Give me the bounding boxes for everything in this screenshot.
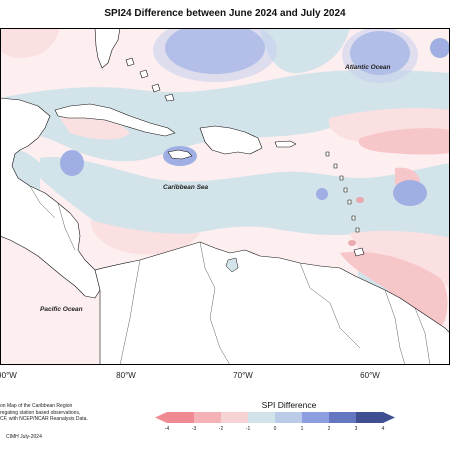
legend-tick-label: -1	[245, 426, 251, 432]
legend-tick-label: 1	[300, 426, 304, 432]
longitude-label-70w: 70°W	[233, 371, 253, 380]
atlantic-ocean-label: Atlantic Ocean	[345, 64, 391, 71]
legend-swatch	[248, 412, 276, 423]
legend-swatch	[302, 412, 330, 423]
legend-colorbar	[155, 412, 395, 423]
longitude-label-60w: 60°W	[360, 371, 380, 380]
legend-swatch	[194, 412, 222, 423]
legend-tick-label: -4	[164, 426, 170, 432]
map-caption: on Map of the Caribbean Region regating …	[0, 403, 88, 423]
caption-line: on Map of the Caribbean Region	[0, 403, 73, 409]
caption-line: regating station based observations,	[0, 409, 81, 416]
legend-tick-label: -2	[218, 426, 224, 432]
legend-tick-label: 2	[327, 426, 331, 432]
spi-difference-map	[0, 28, 450, 365]
longitude-label-80w: 80°W	[116, 371, 136, 380]
legend-tick-label: 3	[354, 426, 358, 432]
legend-title: SPI Difference	[261, 400, 317, 410]
legend-tick-label: 4	[381, 426, 385, 432]
legend-swatch	[329, 412, 357, 423]
legend-swatch	[275, 412, 303, 423]
legend-swatch	[356, 412, 384, 423]
legend-arrow-high	[383, 412, 395, 423]
longitude-label-90w: 90°W	[0, 371, 17, 380]
caption-line: CF, with NCEP/NCAR Reanalysis Data.	[0, 416, 88, 422]
legend-tick-label: -3	[191, 426, 197, 432]
legend-tick-label: 0	[273, 426, 277, 432]
legend-arrow-low	[155, 412, 167, 423]
caribbean-sea-label: Caribbean Sea	[163, 184, 209, 191]
pacific-ocean-label: Pacific Ocean	[40, 306, 83, 313]
legend-swatch	[167, 412, 195, 423]
legend-swatch	[221, 412, 249, 423]
footer-credit: CIMH July-2024	[6, 434, 42, 440]
map-title: SPI24 Difference between June 2024 and J…	[104, 8, 346, 19]
